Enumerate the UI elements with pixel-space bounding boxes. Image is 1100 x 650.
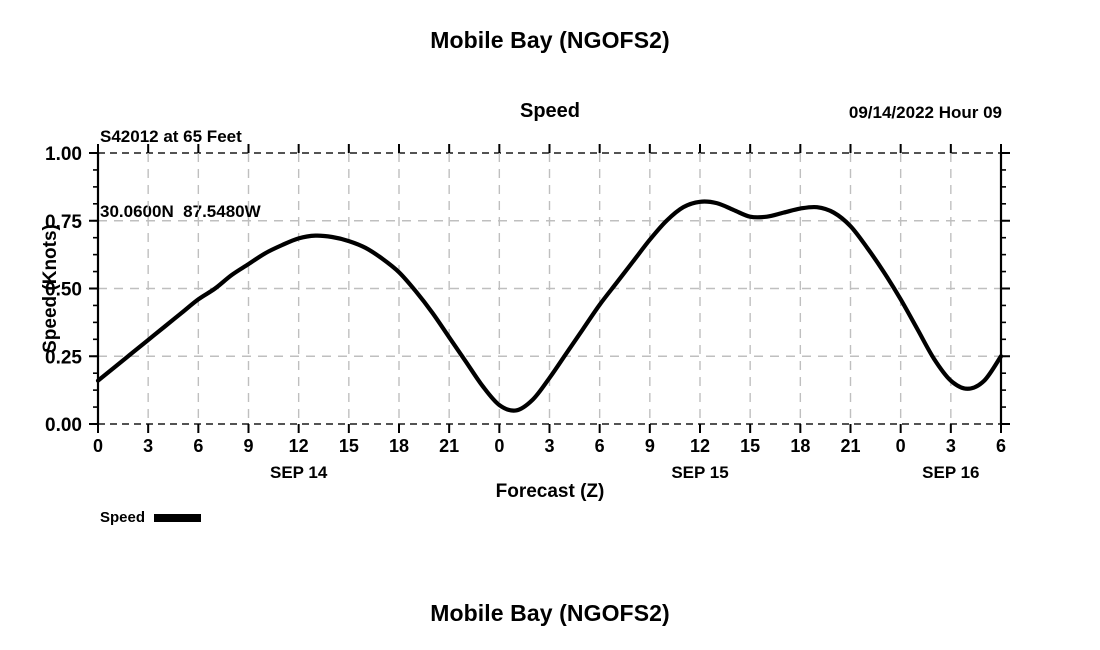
x-tick-label: 18 <box>389 436 409 456</box>
y-tick-label: 1.00 <box>45 144 82 165</box>
x-axis-day-label: SEP 16 <box>922 463 979 482</box>
x-tick-label: 18 <box>790 436 810 456</box>
axis-tick-labels: 0.00 0.25 0.50 0.75 1.00 0 3 6 9 12 15 18 21 0 3 6 9 12 15… <box>45 144 1006 456</box>
y-tick-label: 0.25 <box>45 347 82 368</box>
x-tick-label: 0 <box>896 436 906 456</box>
axis-ticks <box>89 144 1010 433</box>
legend-label-speed: Speed <box>100 509 146 526</box>
x-tick-label: 9 <box>645 436 655 456</box>
y-tick-label: 0.50 <box>45 280 82 301</box>
data-series <box>95 199 1004 413</box>
x-tick-label: 0 <box>494 436 504 456</box>
x-tick-label: 12 <box>289 436 309 456</box>
x-tick-label: 3 <box>544 436 554 456</box>
legend: Speed <box>100 509 202 526</box>
x-tick-label: 6 <box>996 436 1006 456</box>
series-line-speed <box>95 199 1004 413</box>
y-tick-label: 0.75 <box>45 212 82 233</box>
x-tick-label: 6 <box>595 436 605 456</box>
x-tick-label: 6 <box>193 436 203 456</box>
x-tick-label: 0 <box>93 436 103 456</box>
x-tick-label: 3 <box>946 436 956 456</box>
x-tick-label: 12 <box>690 436 710 456</box>
y-axis-title: Speed (Knots) <box>40 224 61 353</box>
model-run-timestamp: 09/14/2022 Hour 09 <box>848 103 1002 122</box>
chart-subtitle: Speed <box>519 100 581 122</box>
day-labels: SEP 14 SEP 15 SEP 16 <box>270 463 980 482</box>
x-axis-day-label: SEP 14 <box>270 463 328 482</box>
x-tick-label: 21 <box>439 436 459 456</box>
station-id-depth: S42012 at 65 Feet <box>100 127 242 146</box>
x-axis-title: Forecast (Z) <box>495 481 605 502</box>
x-axis-day-label: SEP 15 <box>671 463 728 482</box>
x-tick-label: 9 <box>243 436 253 456</box>
legend-swatch-speed <box>154 513 202 522</box>
x-tick-label: 21 <box>840 436 860 456</box>
gridlines <box>98 152 1001 425</box>
station-info: S42012 at 65 Feet 30.0600N 87.5480W <box>100 74 261 274</box>
station-coordinates: 30.0600N 87.5480W <box>100 202 261 221</box>
x-tick-label: 15 <box>339 436 359 456</box>
x-tick-label: 3 <box>143 436 153 456</box>
page-title-bottom: Mobile Bay (NGOFS2) <box>430 600 670 626</box>
page-title-top: Mobile Bay (NGOFS2) <box>430 27 670 53</box>
y-tick-label: 0.00 <box>45 415 82 436</box>
x-tick-label: 15 <box>740 436 760 456</box>
